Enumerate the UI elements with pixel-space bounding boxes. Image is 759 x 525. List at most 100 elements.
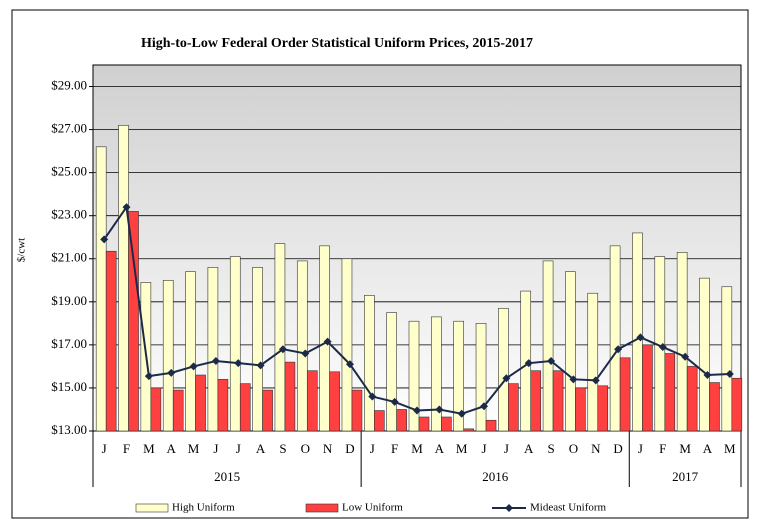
bar xyxy=(262,389,273,432)
bar xyxy=(95,146,107,432)
bar xyxy=(217,379,229,432)
bar xyxy=(162,279,174,432)
bar xyxy=(118,124,129,432)
bar xyxy=(498,307,509,432)
bar xyxy=(185,271,196,432)
line-marker xyxy=(278,345,287,354)
bar xyxy=(463,428,474,432)
x-tick-label: A xyxy=(524,441,534,456)
legend-label: Mideast Uniform xyxy=(530,502,607,514)
line-marker xyxy=(413,406,421,415)
x-tick-label: J xyxy=(213,441,218,456)
bar xyxy=(520,290,532,432)
line-marker xyxy=(323,337,332,346)
x-tick-label: S xyxy=(279,441,286,456)
y-tick-label: $27.00 xyxy=(51,121,87,136)
line-marker xyxy=(211,357,220,366)
line-marker xyxy=(144,372,153,381)
line-marker xyxy=(100,235,109,244)
bar xyxy=(542,260,554,432)
bar xyxy=(329,371,340,432)
bar xyxy=(587,292,599,432)
bar xyxy=(239,383,251,432)
bar xyxy=(195,374,206,432)
line-marker xyxy=(658,343,667,352)
y-tick-label: $23.00 xyxy=(51,207,87,222)
x-tick-label: M xyxy=(456,441,468,456)
bar xyxy=(408,320,420,432)
x-tick-label: S xyxy=(547,441,554,456)
line-marker xyxy=(547,357,556,366)
group-label: 2016 xyxy=(482,469,509,484)
bar xyxy=(597,385,609,432)
bar xyxy=(686,366,698,432)
x-tick-label: F xyxy=(391,441,398,456)
x-tick-label: N xyxy=(323,441,333,456)
x-tick-label: D xyxy=(613,441,622,456)
y-tick-label: $13.00 xyxy=(51,422,87,437)
line-marker xyxy=(234,359,243,368)
line-marker xyxy=(167,368,176,377)
y-tick-label: $15.00 xyxy=(51,379,87,394)
bar xyxy=(632,232,643,432)
bar xyxy=(172,389,184,432)
y-tick-label: $19.00 xyxy=(51,293,87,308)
bar xyxy=(642,344,653,432)
line-marker xyxy=(703,371,712,380)
chart-title: High-to-Low Federal Order Statistical Un… xyxy=(141,36,533,51)
line-marker xyxy=(569,375,578,384)
bar xyxy=(341,258,353,432)
line-marker xyxy=(502,374,511,383)
bar xyxy=(374,410,385,432)
line-marker xyxy=(122,203,131,212)
group-label: 2017 xyxy=(672,469,699,484)
y-tick-label: $25.00 xyxy=(51,164,87,179)
line-marker xyxy=(591,376,600,385)
line-marker xyxy=(457,409,466,418)
line-marker xyxy=(636,333,645,342)
y-tick-label: $17.00 xyxy=(51,336,87,351)
x-tick-label: J xyxy=(504,441,509,456)
legend-swatch xyxy=(305,503,339,513)
legend-swatch xyxy=(135,503,169,513)
bar xyxy=(485,419,497,432)
bar xyxy=(418,416,430,432)
bar xyxy=(441,416,452,432)
x-tick-label: M xyxy=(188,441,200,456)
bar xyxy=(508,383,519,432)
bar xyxy=(296,260,308,432)
bar xyxy=(731,377,743,432)
line-marker xyxy=(681,352,690,361)
bar xyxy=(453,320,464,432)
x-tick-label: A xyxy=(703,441,713,456)
bar xyxy=(229,256,241,432)
x-tick-label: M xyxy=(143,441,155,456)
legend-marker xyxy=(505,504,513,512)
line-marker xyxy=(368,392,377,401)
bar xyxy=(664,353,676,432)
x-tick-label: J xyxy=(482,441,487,456)
line-marker xyxy=(256,361,265,370)
bar xyxy=(619,357,631,432)
bar xyxy=(709,382,720,432)
line-marker xyxy=(301,349,310,358)
x-tick-label: J xyxy=(638,441,643,456)
bar xyxy=(431,316,442,432)
x-tick-label: A xyxy=(167,441,177,456)
legend-label: Low Uniform xyxy=(342,502,403,514)
bar xyxy=(565,271,576,432)
x-tick-label: F xyxy=(659,441,666,456)
bar xyxy=(319,245,330,432)
x-tick-label: O xyxy=(301,441,310,456)
x-tick-label: J xyxy=(236,441,241,456)
y-tick-label: $29.00 xyxy=(51,78,87,93)
bar xyxy=(530,370,542,432)
bar xyxy=(128,211,139,432)
x-tick-label: F xyxy=(123,441,130,456)
x-tick-label: A xyxy=(435,441,445,456)
bar xyxy=(105,250,117,432)
line-marker xyxy=(614,345,623,354)
line-marker xyxy=(725,369,734,378)
x-tick-label: O xyxy=(569,441,578,456)
